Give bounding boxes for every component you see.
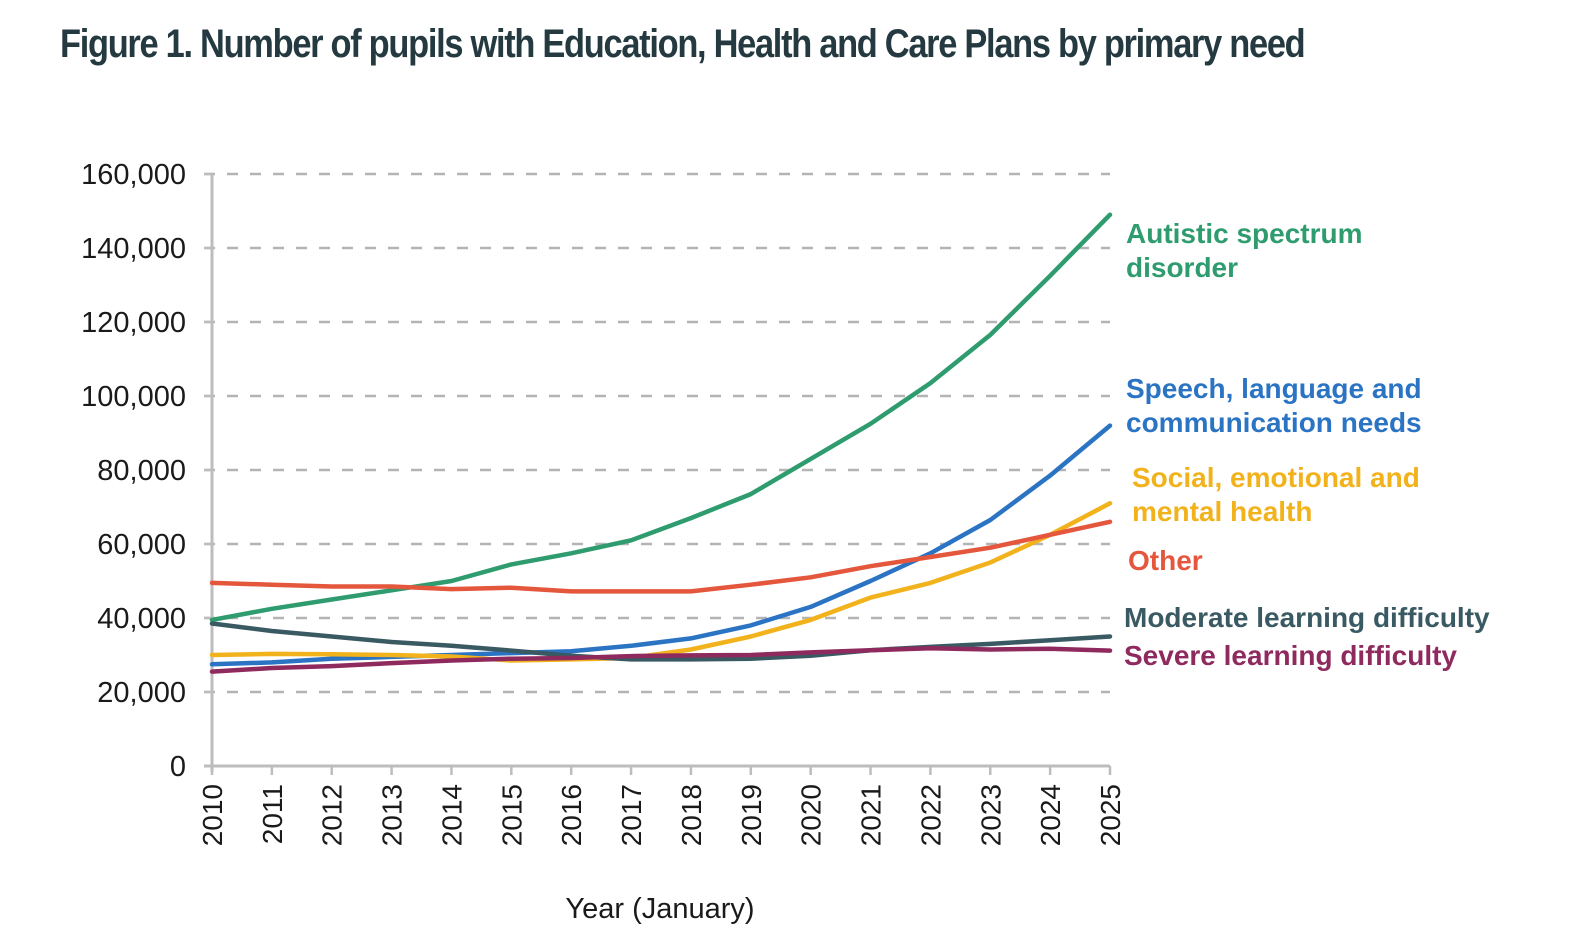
x-axis-ticks: 2010 2011 2012 2013 2014 2015 2016 2017 2018 2019… [197, 766, 1126, 846]
y-tick-label: 120,000 [81, 307, 186, 339]
y-tick-label: 140,000 [81, 233, 186, 265]
series-line-speech-language-and-communication-needs [209, 423, 1113, 667]
x-tick-label: 2024 [1035, 784, 1066, 846]
x-tick-label: 2015 [496, 784, 527, 846]
x-tick-label: 2010 [197, 784, 228, 846]
x-axis-title: Year (January) [565, 893, 754, 925]
x-tick-label: 2012 [317, 784, 348, 846]
x-tick-label: 2016 [556, 784, 587, 846]
y-tick-label: 40,000 [97, 603, 186, 635]
y-tick-label: 100,000 [81, 381, 186, 413]
series-lines [209, 212, 1113, 674]
gridlines [204, 172, 1110, 694]
y-tick-label: 0 [170, 751, 186, 783]
series-label: Other [1128, 545, 1203, 576]
x-tick-label: 2023 [975, 784, 1006, 846]
series-labels: Autistic spectrum disorder Speech, languag… [1124, 218, 1490, 671]
x-tick-label: 2021 [856, 784, 887, 846]
y-tick-label: 80,000 [97, 455, 186, 487]
x-tick-label: 2017 [616, 784, 647, 846]
x-tick-label: 2019 [736, 784, 767, 846]
series-label: Autistic spectrum disorder [1126, 218, 1363, 283]
series-line-severe-learning-difficulty [209, 646, 1113, 674]
x-tick-label: 2018 [676, 784, 707, 846]
x-tick-label: 2022 [915, 784, 946, 846]
y-tick-label: 60,000 [97, 529, 186, 561]
y-tick-label: 160,000 [81, 159, 186, 191]
x-tick-label: 2020 [796, 784, 827, 846]
series-label: Social, emotional and mental health [1132, 462, 1420, 527]
series-label: Speech, language and communication needs [1126, 373, 1422, 438]
series-line-other [209, 519, 1113, 594]
y-tick-label: 20,000 [97, 677, 186, 709]
x-tick-label: 2025 [1095, 784, 1126, 846]
series-label: Moderate learning difficulty [1124, 602, 1490, 633]
chart-title: Figure 1. Number of pupils with Educatio… [60, 22, 1306, 66]
series-line-autistic-spectrum-disorder [209, 212, 1113, 623]
x-tick-label: 2013 [377, 784, 408, 846]
series-line-moderate-learning-difficulty [209, 621, 1113, 662]
x-tick-label: 2011 [257, 784, 288, 844]
y-axis-ticks: 0 20,000 40,000 60,000 80,000 100,000 120,000 1… [81, 159, 212, 783]
series-label: Severe learning difficulty [1124, 640, 1457, 671]
axes [204, 174, 1110, 772]
x-tick-label: 2014 [436, 784, 467, 846]
